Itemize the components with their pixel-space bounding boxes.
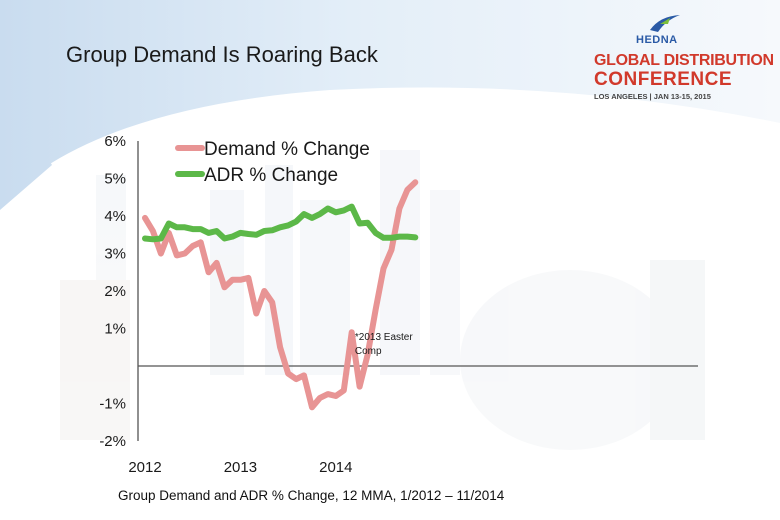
easter-annotation: *2013 Easter Comp	[355, 332, 413, 357]
y-tick-label: -1%	[99, 396, 126, 413]
x-tick-label: 2013	[224, 459, 257, 476]
logo-line-2: CONFERENCE	[594, 69, 733, 90]
chart-legend: Demand % Change ADR % Change	[175, 139, 370, 186]
series-layer	[142, 179, 419, 411]
y-tick-label: 3%	[104, 246, 126, 263]
y-tick-label: 1%	[104, 321, 126, 338]
legend-label: Demand % Change	[204, 139, 370, 160]
y-tick-label: -2%	[99, 433, 126, 450]
series-line-adr	[142, 203, 419, 243]
annotation-text: *2013 Easter	[355, 332, 413, 343]
conference-logo: HEDNA GLOBAL DISTRIBUTION CONFERENCE LOS…	[594, 12, 774, 102]
slide-title: Group Demand Is Roaring Back	[66, 42, 378, 67]
y-tick-label: 2%	[104, 283, 126, 300]
y-axis: 6% 5% 4% 3% 2% 1% -1% -2%	[99, 133, 126, 450]
chart-caption: Group Demand and ADR % Change, 12 MMA, 1…	[118, 488, 505, 503]
annotation-text: Comp	[355, 346, 382, 357]
x-tick-label: 2014	[319, 459, 352, 476]
y-tick-label: 6%	[104, 133, 126, 150]
y-tick-label: 5%	[104, 171, 126, 188]
x-tick-label: 2012	[128, 459, 161, 476]
x-axis: 2012 2013 2014	[128, 459, 352, 476]
y-tick-label: 4%	[104, 208, 126, 225]
logo-line-1: GLOBAL DISTRIBUTION	[594, 52, 774, 69]
series-line-demand	[142, 179, 419, 411]
hedna-swoosh-icon	[650, 15, 680, 32]
legend-label: ADR % Change	[204, 165, 338, 186]
logo-org-name: HEDNA	[636, 34, 678, 46]
logo-subline: LOS ANGELES | JAN 13-15, 2015	[594, 92, 711, 101]
